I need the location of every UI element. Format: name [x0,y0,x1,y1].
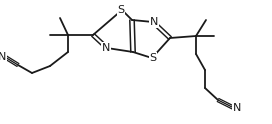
Text: S: S [118,5,125,15]
Text: S: S [149,53,157,63]
Text: N: N [0,52,6,62]
Text: N: N [150,17,158,27]
Text: N: N [102,43,110,53]
Text: N: N [233,103,241,113]
